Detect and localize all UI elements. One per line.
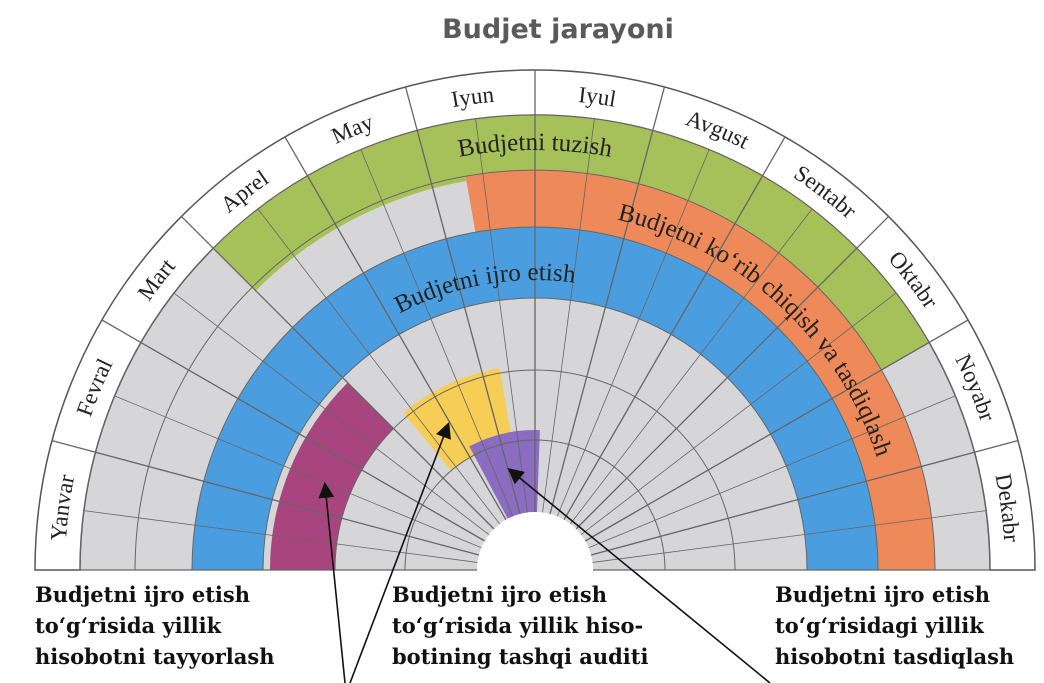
- grid-spoke: [563, 136, 786, 521]
- callout-line: Budjetni ijro etish: [35, 582, 250, 607]
- grid-spoke: [51, 439, 480, 556]
- band-shape: [465, 170, 935, 570]
- callout-line: to‘g‘risida yillik: [35, 613, 222, 638]
- grid-spoke: [584, 319, 969, 542]
- month-text: Iyul: [577, 82, 618, 112]
- grid-spoke: [83, 510, 478, 563]
- grid-spoke: [575, 215, 890, 530]
- callout-line: botining tashqi auditi: [392, 644, 648, 669]
- grid-spoke: [569, 208, 813, 525]
- grid-spoke: [360, 149, 514, 517]
- callout-line: to‘g‘risidagi yillik: [775, 613, 984, 638]
- grid-spoke: [101, 319, 486, 542]
- callout-line: hisobotni tasdiqlash: [775, 644, 1014, 669]
- callout-line: Budjetni ijro etish: [775, 582, 990, 607]
- grid-spoke: [284, 136, 507, 521]
- band-shape: [270, 382, 394, 570]
- band-shape: [469, 430, 540, 519]
- grid-spoke: [542, 118, 595, 513]
- hole: [477, 512, 593, 570]
- band-shape: [192, 227, 878, 570]
- grid-spoke: [180, 215, 495, 530]
- caption-bg: [0, 572, 1044, 683]
- grid-spoke: [257, 208, 501, 525]
- grid-spoke: [588, 395, 956, 549]
- grid-spoke: [580, 292, 897, 536]
- grid-spoke: [592, 510, 987, 563]
- grid-spoke: [549, 86, 666, 515]
- callout-arrow: [318, 481, 346, 683]
- title: Budjet jarayoni: [442, 14, 674, 45]
- month-label: Iyul: [577, 82, 618, 112]
- grid-spoke: [114, 395, 482, 549]
- callout-line: to‘g‘risida yillik hiso-: [392, 613, 643, 638]
- grid-spoke: [556, 149, 710, 517]
- grid-spoke: [590, 439, 1019, 556]
- callout-arrow: [349, 422, 451, 683]
- grid-spoke: [173, 292, 490, 536]
- band-shape: [213, 115, 930, 373]
- callout-line: Budjetni ijro etish: [392, 582, 607, 607]
- grid-spoke: [404, 86, 521, 515]
- grid-spoke: [475, 118, 528, 513]
- callout-line: hisobotni tayyorlash: [35, 644, 274, 669]
- callout-arrow: [507, 467, 771, 683]
